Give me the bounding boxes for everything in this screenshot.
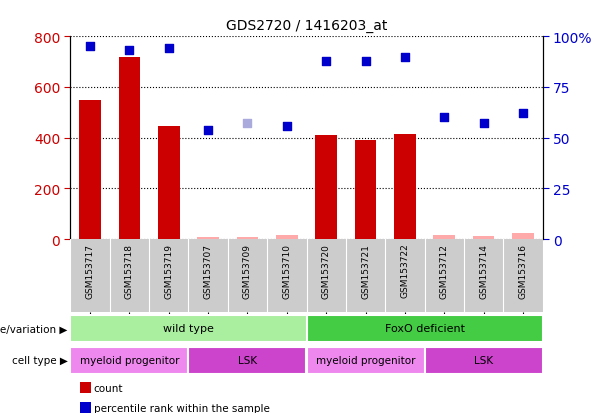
Bar [306,316,543,342]
Text: FoxO deficient: FoxO deficient [384,323,465,333]
Point [282,123,292,130]
Bar [473,237,494,240]
Bar [189,347,306,374]
Bar [197,237,219,240]
Bar [306,347,424,374]
Bar [433,236,455,240]
Bar [70,316,306,342]
Bar [237,237,258,240]
Bar [394,135,416,240]
Point [479,121,489,128]
Text: GSM153709: GSM153709 [243,243,252,298]
Text: GSM153720: GSM153720 [322,243,330,298]
Text: GSM153721: GSM153721 [361,243,370,298]
Bar [70,347,189,374]
Bar [315,136,337,240]
Bar [79,100,101,240]
Bar [276,236,298,240]
Text: LSK: LSK [474,355,493,365]
Text: genotype/variation ▶: genotype/variation ▶ [0,324,67,334]
Text: GSM153718: GSM153718 [125,243,134,298]
Point [518,111,528,117]
Text: GSM153707: GSM153707 [204,243,213,298]
Bar [119,57,140,240]
Text: GSM153717: GSM153717 [86,243,94,298]
Text: percentile rank within the sample: percentile rank within the sample [94,403,270,413]
Text: myeloid progenitor: myeloid progenitor [316,355,415,365]
Text: GSM153710: GSM153710 [283,243,291,298]
Point [321,58,331,65]
Text: GSM153714: GSM153714 [479,243,488,298]
Text: myeloid progenitor: myeloid progenitor [80,355,179,365]
Text: count: count [94,383,123,393]
Bar [424,347,543,374]
Text: wild type: wild type [163,323,214,333]
Bar [512,233,534,240]
Point [400,54,409,61]
Text: LSK: LSK [238,355,257,365]
Title: GDS2720 / 1416203_at: GDS2720 / 1416203_at [226,19,387,33]
Text: GSM153712: GSM153712 [440,243,449,298]
Point [440,115,449,121]
Text: GSM153722: GSM153722 [400,243,409,298]
Point [360,58,370,65]
Text: GSM153716: GSM153716 [519,243,527,298]
Point [85,44,95,50]
Point [243,121,253,128]
Text: GSM153719: GSM153719 [164,243,173,298]
Point [204,127,213,133]
Bar [355,141,376,240]
Point [124,48,134,55]
Text: cell type ▶: cell type ▶ [12,356,67,366]
Bar [158,127,180,240]
Point [164,46,173,52]
